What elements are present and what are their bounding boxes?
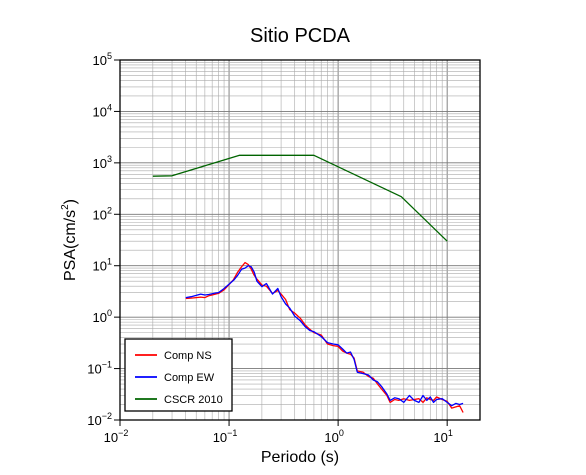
x-axis-ticks: 10−2 10−1 100 101 [104,420,453,445]
x-tick-base: 10 [433,430,447,445]
legend: Comp NS Comp EW CSCR 2010 [124,338,233,412]
series-line-2 [152,154,448,242]
y-axis-label: PSA(cm/s2) [60,199,79,281]
y-tick-label: 102 [93,205,112,222]
y-tick-base: 10 [93,259,107,274]
x-tick-label: 10−1 [213,428,238,445]
grid [119,59,481,421]
y-tick-base: 10 [93,53,107,68]
legend-label: CSCR 2010 [164,394,223,406]
legend-label: Comp EW [164,372,215,384]
y-axis-label-main: PSA(cm/s [62,210,79,281]
y-tick-base: 10 [87,413,101,428]
legend-label: Comp NS [164,350,212,362]
y-axis-label-sup: 2 [60,204,71,210]
y-tick-label: 103 [93,154,112,171]
x-tick-exp: −2 [118,428,128,438]
x-tick-base: 10 [213,430,227,445]
y-tick-label: 105 [93,51,112,68]
series-line-1 [185,265,464,407]
x-axis-label: Periodo (s) [261,449,339,466]
y-axis-label-close: ) [62,199,79,204]
x-tick-base: 10 [104,430,118,445]
y-tick-exp: −1 [102,360,112,370]
y-tick-label: 100 [93,308,112,325]
y-tick-exp: 0 [107,308,112,318]
y-tick-exp: 2 [107,205,112,215]
y-tick-base: 10 [93,207,107,222]
y-tick-exp: 3 [107,154,112,164]
x-tick-label: 10−2 [104,428,129,445]
x-tick-label: 100 [324,428,343,445]
x-tick-exp: −1 [227,428,237,438]
x-tick-exp: 0 [339,428,344,438]
chart-title: Sitio PCDA [250,25,351,47]
y-tick-label: 10−1 [87,360,112,377]
y-tick-base: 10 [93,310,107,325]
y-tick-exp: −2 [102,411,112,421]
y-tick-base: 10 [93,104,107,119]
y-tick-exp: 5 [107,51,112,61]
y-tick-exp: 4 [107,102,112,112]
x-tick-base: 10 [324,430,338,445]
plot-frame [119,59,481,421]
series-lines [152,154,464,413]
y-tick-label: 10−2 [87,411,112,428]
y-tick-base: 10 [93,156,107,171]
y-tick-label: 101 [93,257,112,274]
y-tick-exp: 1 [107,257,112,267]
y-tick-base: 10 [87,362,101,377]
x-tick-exp: 1 [448,428,453,438]
x-tick-label: 101 [433,428,452,445]
y-tick-label: 104 [93,102,112,119]
